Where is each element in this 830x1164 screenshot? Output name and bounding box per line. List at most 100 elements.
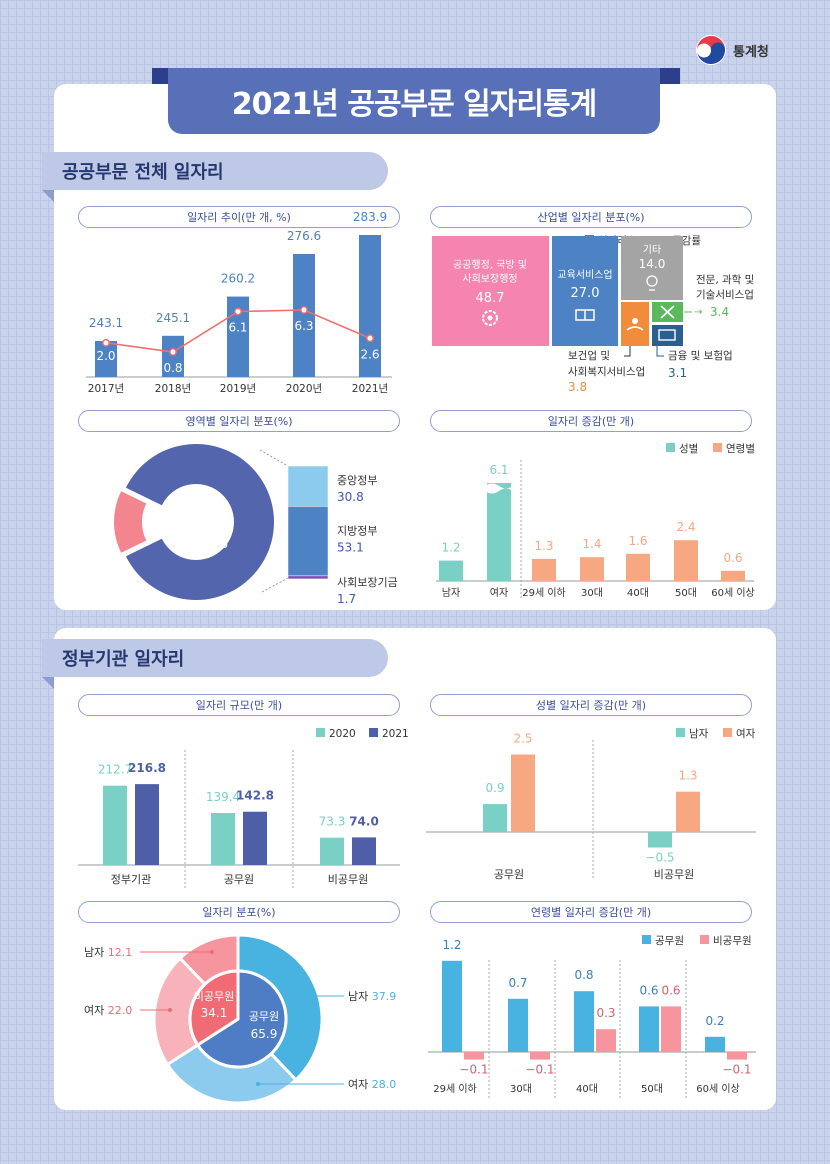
hand bbox=[626, 326, 644, 331]
bar-value-label: −0.1 bbox=[722, 1063, 751, 1077]
x-tick-label: 2020년 bbox=[286, 383, 322, 395]
statistics-korea-logo: 통계청 bbox=[694, 32, 769, 68]
book-shape bbox=[575, 309, 595, 321]
x-tick-label: 2019년 bbox=[220, 383, 256, 395]
x-tick-label: 여자 bbox=[490, 587, 508, 599]
bar bbox=[359, 235, 381, 377]
bar-value-label: 2.4 bbox=[676, 520, 695, 534]
slice-label: 일반 bbox=[205, 503, 225, 517]
bar-value-label: 2.5 bbox=[513, 732, 532, 746]
slice-value: 14.5 bbox=[83, 521, 110, 535]
chart-title-gov-gender: 성별 일자리 증감(만 개) bbox=[430, 694, 752, 716]
bar-value-label: −0.1 bbox=[459, 1063, 488, 1077]
care-hand-icon bbox=[626, 318, 644, 331]
cell-label: 교육서비스업 bbox=[557, 268, 612, 281]
x-tick-label: 50대 bbox=[641, 1083, 663, 1095]
bar bbox=[532, 558, 556, 581]
legend-label: 비공무원 bbox=[713, 935, 752, 947]
legend-swatch bbox=[700, 935, 709, 944]
treemap-cell-public-admin bbox=[432, 236, 549, 346]
bar-value-label: 260.2 bbox=[221, 272, 255, 286]
bar-value-label: 1.4 bbox=[582, 537, 601, 551]
taegeuk-emblem-icon bbox=[696, 35, 726, 65]
arrow: → bbox=[694, 307, 702, 318]
x-tick-label: 29세 이하 bbox=[433, 1082, 477, 1095]
legend-swatch bbox=[723, 728, 732, 737]
tools-icon bbox=[660, 305, 675, 319]
x-tick-label: 남자 bbox=[442, 587, 460, 599]
x-tick-label: 29세 이하 bbox=[522, 586, 566, 599]
rate-point bbox=[234, 307, 242, 316]
stack-segment bbox=[287, 465, 329, 507]
donut-slice-group bbox=[114, 491, 147, 553]
chart-title-gov-age: 연령별 일자리 증감(만 개) bbox=[430, 901, 752, 923]
legend-swatch bbox=[666, 443, 675, 452]
bar-value-label: 276.6 bbox=[287, 229, 321, 243]
bulb bbox=[646, 275, 658, 287]
bar bbox=[511, 754, 535, 832]
x-tick-label: 2017년 bbox=[88, 383, 124, 395]
bar-value-label: 0.6 bbox=[661, 983, 680, 997]
annot-label: 기술서비스업 bbox=[696, 288, 754, 301]
chart-title-gov-dist: 일자리 분포(%) bbox=[78, 901, 400, 923]
rate-value-label: 2.6 bbox=[360, 347, 379, 361]
donut-slice-public-enterprise bbox=[114, 491, 147, 553]
bill bbox=[658, 329, 676, 341]
x-tick-label: 공무원 bbox=[224, 873, 254, 886]
treemap-cell-other bbox=[621, 236, 683, 300]
cell-value: 14.0 bbox=[639, 257, 666, 271]
axis-break-mark bbox=[485, 483, 513, 494]
bar-value-label: 0.3 bbox=[596, 1006, 615, 1020]
outer-label: 여자 28.0 bbox=[348, 1078, 396, 1091]
x-tick-label: 2021년 bbox=[352, 383, 388, 395]
x-tick-label: 비공무원 bbox=[328, 873, 368, 886]
page-title: 2021년 공공부문 일자리통계 bbox=[168, 68, 660, 134]
people-gear-icon bbox=[482, 310, 498, 326]
bar bbox=[721, 570, 745, 581]
bar-value-label: 142.8 bbox=[236, 789, 274, 803]
legend-label: 2020 bbox=[329, 728, 356, 740]
chart-title-gov-size: 일자리 규모(만 개) bbox=[78, 694, 400, 716]
slice-label: 비공무원 bbox=[194, 990, 234, 1003]
bar bbox=[162, 335, 184, 377]
bar-value-label: 216.8 bbox=[128, 761, 166, 775]
treemap-cell-education bbox=[552, 236, 618, 346]
bar bbox=[574, 991, 594, 1052]
legend-swatch bbox=[676, 728, 685, 737]
bar-value-label: 73.3 bbox=[319, 815, 346, 829]
outer-label: 남자 37.9 bbox=[348, 990, 396, 1003]
chart-title-change: 일자리 증감(만 개) bbox=[430, 410, 752, 432]
bar-value-label: 0.9 bbox=[485, 781, 504, 795]
rate-point bbox=[300, 306, 308, 314]
rate-point bbox=[102, 338, 110, 347]
leader-dot bbox=[168, 1008, 172, 1012]
bar bbox=[648, 832, 672, 848]
legend-swatch bbox=[369, 728, 378, 737]
cell-label: 기타 bbox=[643, 244, 661, 256]
inner-pie-slice bbox=[195, 969, 288, 1069]
stack-label: 중앙정부 bbox=[337, 474, 377, 487]
bar bbox=[320, 837, 344, 865]
bar bbox=[211, 813, 235, 865]
section-title-government: 정부기관 일자리 bbox=[42, 639, 388, 677]
stack-value: 53.1 bbox=[337, 540, 364, 554]
section-title-overall: 공공부문 전체 일자리 bbox=[42, 152, 388, 190]
annot-label: 전문, 과학 및 bbox=[696, 274, 754, 286]
dashed-guide bbox=[259, 449, 289, 467]
rate-value-label: 2.0 bbox=[96, 349, 115, 363]
bar bbox=[639, 1006, 659, 1052]
legend-label: 성별 bbox=[679, 443, 698, 455]
legend-label: 남자 bbox=[689, 728, 709, 740]
bar bbox=[95, 341, 117, 377]
bar bbox=[596, 1029, 616, 1052]
outer-label: 여자 22.0 bbox=[84, 1004, 132, 1017]
bar bbox=[293, 253, 315, 377]
rate-value-label: 0.8 bbox=[163, 361, 182, 375]
cell-label: 사회보장행정 bbox=[462, 273, 517, 285]
bar-value-label: 1.6 bbox=[628, 534, 647, 548]
slice-value: 65.9 bbox=[251, 1027, 278, 1041]
annot-label: 보건업 및 bbox=[568, 349, 610, 362]
stack-label: 지방정부 bbox=[337, 524, 377, 537]
outer-label: 남자 12.1 bbox=[84, 946, 132, 959]
